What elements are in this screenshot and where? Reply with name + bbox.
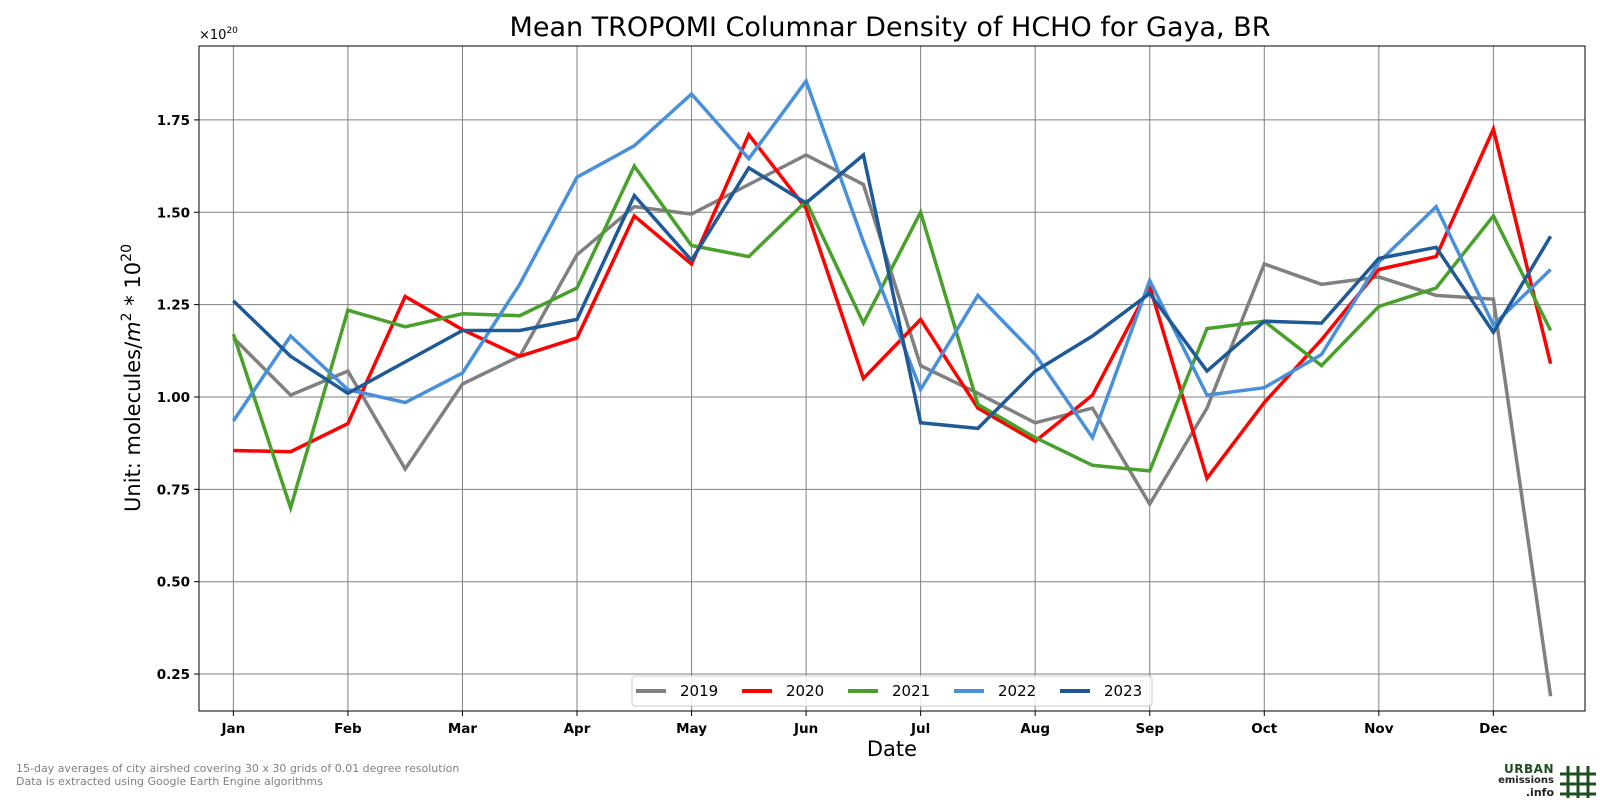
legend-label-2020: 2020 <box>786 682 824 700</box>
x-tick-label: Sep <box>1135 721 1164 737</box>
y-tick-label: 1.00 <box>157 390 190 406</box>
legend: 2019 2020 2021 2022 2023 <box>631 675 1153 707</box>
plot-frame <box>198 45 1586 712</box>
y-tick-label: 1.75 <box>157 113 190 129</box>
y-tick-label: 1.25 <box>157 298 190 314</box>
urban-emissions-logo: URBAN emissions .info <box>1498 762 1600 800</box>
legend-label-2021: 2021 <box>892 682 930 700</box>
x-tick-label: Nov <box>1364 721 1394 737</box>
legend-label-2019: 2019 <box>680 682 718 700</box>
logo-line-2: emissions <box>1498 775 1554 786</box>
logo-line-1: URBAN <box>1504 762 1554 776</box>
footer-line-2: Data is extracted using Google Earth Eng… <box>16 775 323 788</box>
series-line-2020 <box>233 123 1553 483</box>
x-axis-label: Date <box>867 737 917 761</box>
legend-box <box>631 675 1153 707</box>
y-tick-label: 0.25 <box>157 667 190 683</box>
series-line-2019 <box>232 153 1553 697</box>
x-tick-label: Mar <box>448 721 478 737</box>
x-tick-label: Aug <box>1020 721 1050 737</box>
grid-logo-icon <box>1560 766 1596 798</box>
x-tick-label: Jan <box>220 721 245 737</box>
series-line-2021 <box>231 162 1553 514</box>
chart-title: Mean TROPOMI Columnar Density of HCHO fo… <box>510 12 1271 43</box>
x-tick-label: Jul <box>910 721 930 737</box>
x-tick-label: Dec <box>1479 721 1507 737</box>
x-tick-label: Apr <box>564 721 591 737</box>
y-axis-label: Unit: molecules/m2 * 1020 <box>119 244 145 512</box>
y-tick-label: 0.50 <box>157 575 190 591</box>
x-tick-label: May <box>676 721 707 737</box>
footer-line-1: 15-day averages of city airshed covering… <box>16 762 460 775</box>
logo-line-3: .info <box>1525 786 1554 799</box>
x-tick-label: Oct <box>1251 721 1277 737</box>
grid <box>199 46 1585 711</box>
x-tick-label: Feb <box>334 721 362 737</box>
footer-note: 15-day averages of city airshed covering… <box>16 762 459 788</box>
series-line-2022 <box>231 77 1552 442</box>
legend-label-2022: 2022 <box>998 682 1036 700</box>
axis-ticks: Jan Feb Mar Apr May Jun Jul Aug Sep Oct Nov Dec 0.25… <box>157 113 1508 737</box>
y-exponent-label: ×1020 <box>199 26 238 43</box>
y-tick-label: 1.50 <box>157 205 190 221</box>
y-tick-label: 0.75 <box>157 482 190 498</box>
legend-label-2023: 2023 <box>1104 682 1142 700</box>
series-line-2023 <box>232 151 1553 431</box>
series-lines <box>231 77 1553 697</box>
x-tick-label: Jun <box>793 721 818 737</box>
